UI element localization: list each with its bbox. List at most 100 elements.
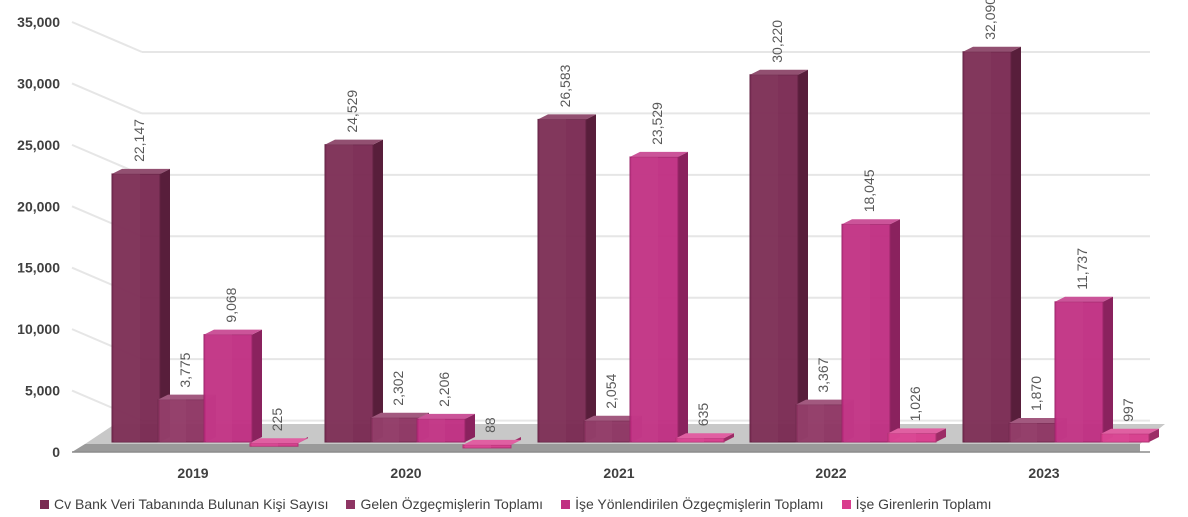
bar-top [796, 399, 854, 405]
legend-item-gelen: Gelen Özgeçmişlerin Toplamı [346, 496, 543, 512]
floor-front [72, 444, 1140, 452]
data-label: 225 [269, 408, 285, 432]
legend-swatch-yonlendirilen [561, 499, 571, 509]
x-tick-label: 2019 [177, 465, 208, 481]
legend-item-girenler: İşe Girenlerin Toplamı [841, 496, 992, 512]
bar-highlight [327, 144, 353, 442]
y-tick-label: 35,000 [17, 14, 60, 30]
bar-highlight [114, 173, 140, 443]
legend-label-yonlendirilen: İşe Yönlendirilen Özgeçmişlerin Toplamı [575, 496, 824, 512]
bar-top [371, 412, 429, 418]
bar-side [890, 219, 900, 442]
bar-side [1011, 46, 1021, 442]
data-label: 23,529 [649, 102, 665, 145]
bar-highlight [1011, 423, 1037, 442]
bar-2022-2 [841, 219, 900, 443]
bar-top [538, 114, 596, 120]
bar-side [252, 329, 262, 442]
bar-highlight [890, 433, 916, 442]
bar-top [112, 168, 170, 174]
x-tick-label: 2022 [815, 465, 846, 481]
bar-highlight [160, 399, 186, 442]
legend-item-cv-bank: Cv Bank Veri Tabanında Bulunan Kişi Sayı… [40, 496, 328, 512]
bar-2021-0 [537, 114, 596, 443]
legend-swatch-cv-bank [40, 499, 49, 509]
bar-2021-3 [675, 433, 734, 443]
gridline-depth [71, 21, 143, 53]
bar-side [678, 151, 688, 442]
bar-top [750, 69, 808, 75]
bar-2022-3 [887, 428, 946, 443]
y-tick-label: 25,000 [17, 137, 60, 153]
bar-highlight [206, 334, 232, 442]
bar-top [963, 46, 1021, 52]
bar-highlight [844, 224, 870, 442]
bar-highlight [252, 443, 278, 447]
bar-highlight [1057, 301, 1083, 442]
bar-top [676, 433, 734, 439]
bar-highlight [465, 444, 491, 448]
bar-highlight [798, 404, 824, 442]
y-tick-label: 30,000 [17, 75, 60, 91]
bar-highlight [1103, 433, 1129, 442]
legend-label-gelen: Gelen Özgeçmişlerin Toplamı [360, 496, 544, 512]
bar-2020-0 [324, 139, 383, 443]
y-tick-label: 0 [52, 444, 60, 460]
data-label: 1,026 [907, 386, 923, 421]
bar-highlight [678, 438, 704, 442]
bar-side [1149, 428, 1159, 442]
data-label: 30,220 [769, 20, 785, 63]
bar-highlight [632, 156, 658, 442]
data-label: 32,090 [982, 0, 998, 40]
bar-top [325, 139, 383, 145]
data-label: 2,054 [603, 374, 619, 409]
bar-2019-3 [249, 437, 308, 447]
bar-2023-0 [962, 46, 1021, 443]
bar-top [584, 415, 642, 421]
bar-2019-2 [203, 329, 262, 443]
bar-highlight [965, 51, 991, 442]
y-tick-label: 5,000 [25, 383, 60, 399]
legend-item-yonlendirilen: İşe Yönlendirilen Özgeçmişlerin Toplamı [561, 496, 824, 512]
bar-side [936, 428, 946, 442]
bar-top [842, 219, 900, 225]
x-tick-label: 2021 [603, 465, 634, 481]
bar-2021-2 [629, 151, 688, 443]
bar-side [586, 114, 596, 442]
bar-top [1055, 296, 1113, 302]
data-label: 22,147 [131, 119, 147, 162]
bar-highlight [752, 74, 778, 443]
bar-2019-0 [111, 168, 170, 443]
chart-svg: 0 5,000 10,000 15,000 20,000 25,000 30,000 35,0… [17, 0, 1165, 481]
bar-top [630, 151, 688, 157]
data-label: 24,529 [344, 90, 360, 133]
y-tick-label: 15,000 [17, 260, 60, 276]
y-tick-label: 20,000 [17, 198, 60, 214]
bar-highlight [540, 119, 566, 442]
bar-side [798, 69, 808, 443]
bar-2020-2 [416, 413, 475, 443]
bar-top [888, 428, 946, 434]
legend-label-cv-bank: Cv Bank Veri Tabanında Bulunan Kişi Sayı… [54, 496, 329, 512]
bar-top [158, 394, 216, 400]
bar-2023-3 [1100, 428, 1159, 443]
bar-top [463, 439, 521, 445]
data-label: 2,206 [436, 372, 452, 407]
bar-top [204, 329, 262, 335]
bar-2022-0 [749, 69, 808, 443]
data-label: 3,775 [177, 352, 193, 387]
bar-top [417, 413, 475, 419]
legend-label-girenler: İşe Girenlerin Toplamı [855, 496, 992, 512]
legend-swatch-gelen [346, 499, 356, 509]
bar-highlight [373, 417, 399, 442]
data-label: 11,737 [1074, 248, 1090, 290]
data-label: 3,367 [815, 357, 831, 392]
bar-side [465, 413, 475, 442]
data-label: 9,068 [223, 287, 239, 322]
bar-side [1103, 296, 1113, 442]
bar-side [724, 433, 734, 442]
legend-swatch-girenler [841, 499, 851, 509]
bar-top [250, 438, 308, 444]
x-tick-label: 2023 [1028, 465, 1059, 481]
bar-highlight [586, 420, 612, 442]
